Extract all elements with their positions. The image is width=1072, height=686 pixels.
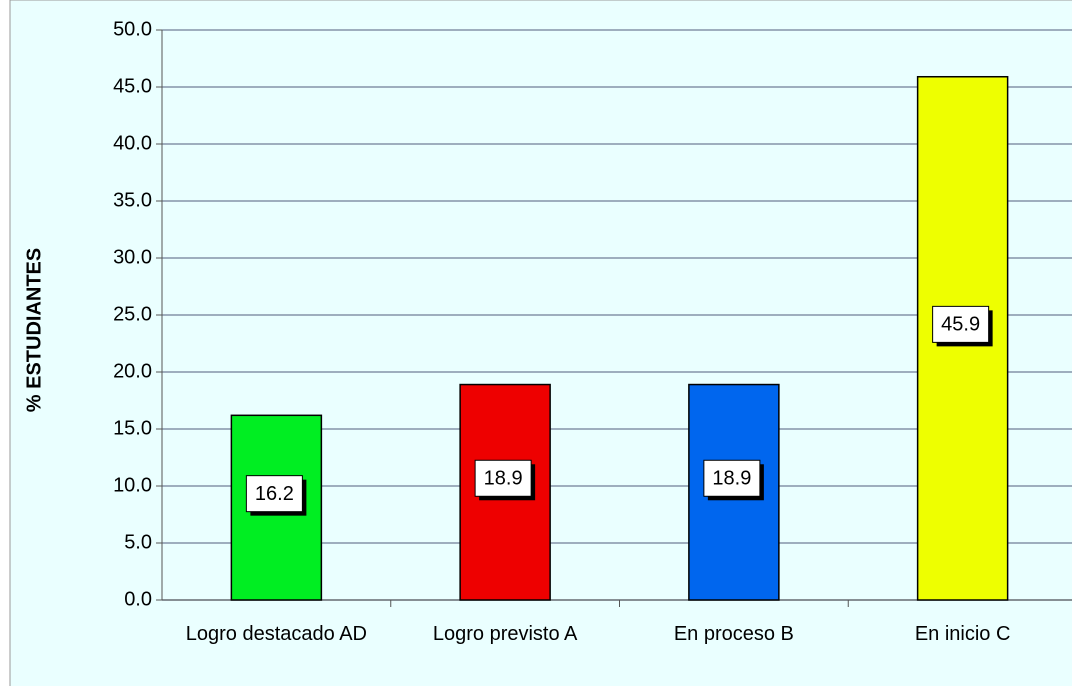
y-tick-label: 20.0 <box>113 360 152 382</box>
value-label: 16.2 <box>255 483 294 505</box>
y-tick-label: 35.0 <box>113 189 152 211</box>
y-tick-label: 5.0 <box>124 531 152 553</box>
y-axis-label: % ESTUDIANTES <box>23 248 45 412</box>
value-label-box <box>474 459 532 497</box>
y-tick-label: 50.0 <box>113 18 152 40</box>
value-label: 18.9 <box>484 468 523 490</box>
y-tick-label: 40.0 <box>113 132 152 154</box>
y-tick-label: 30.0 <box>113 246 152 268</box>
x-tick-label: Logro previsto A <box>432 623 578 645</box>
y-tick-label: 10.0 <box>113 474 152 496</box>
value-label-box <box>703 459 761 497</box>
y-tick-label: 25.0 <box>113 303 152 325</box>
x-tick-label: En proceso B <box>673 623 794 645</box>
value-label-box <box>932 305 990 343</box>
value-label: 45.9 <box>941 314 980 336</box>
x-tick-label: Logro destacado AD <box>185 623 367 645</box>
value-label-box <box>245 475 303 513</box>
y-tick-label: 0.0 <box>124 588 152 610</box>
y-tick-label: 15.0 <box>113 417 152 439</box>
value-label: 18.9 <box>712 468 751 490</box>
x-tick-label: En inicio C <box>914 623 1011 645</box>
y-tick-label: 45.0 <box>113 75 152 97</box>
